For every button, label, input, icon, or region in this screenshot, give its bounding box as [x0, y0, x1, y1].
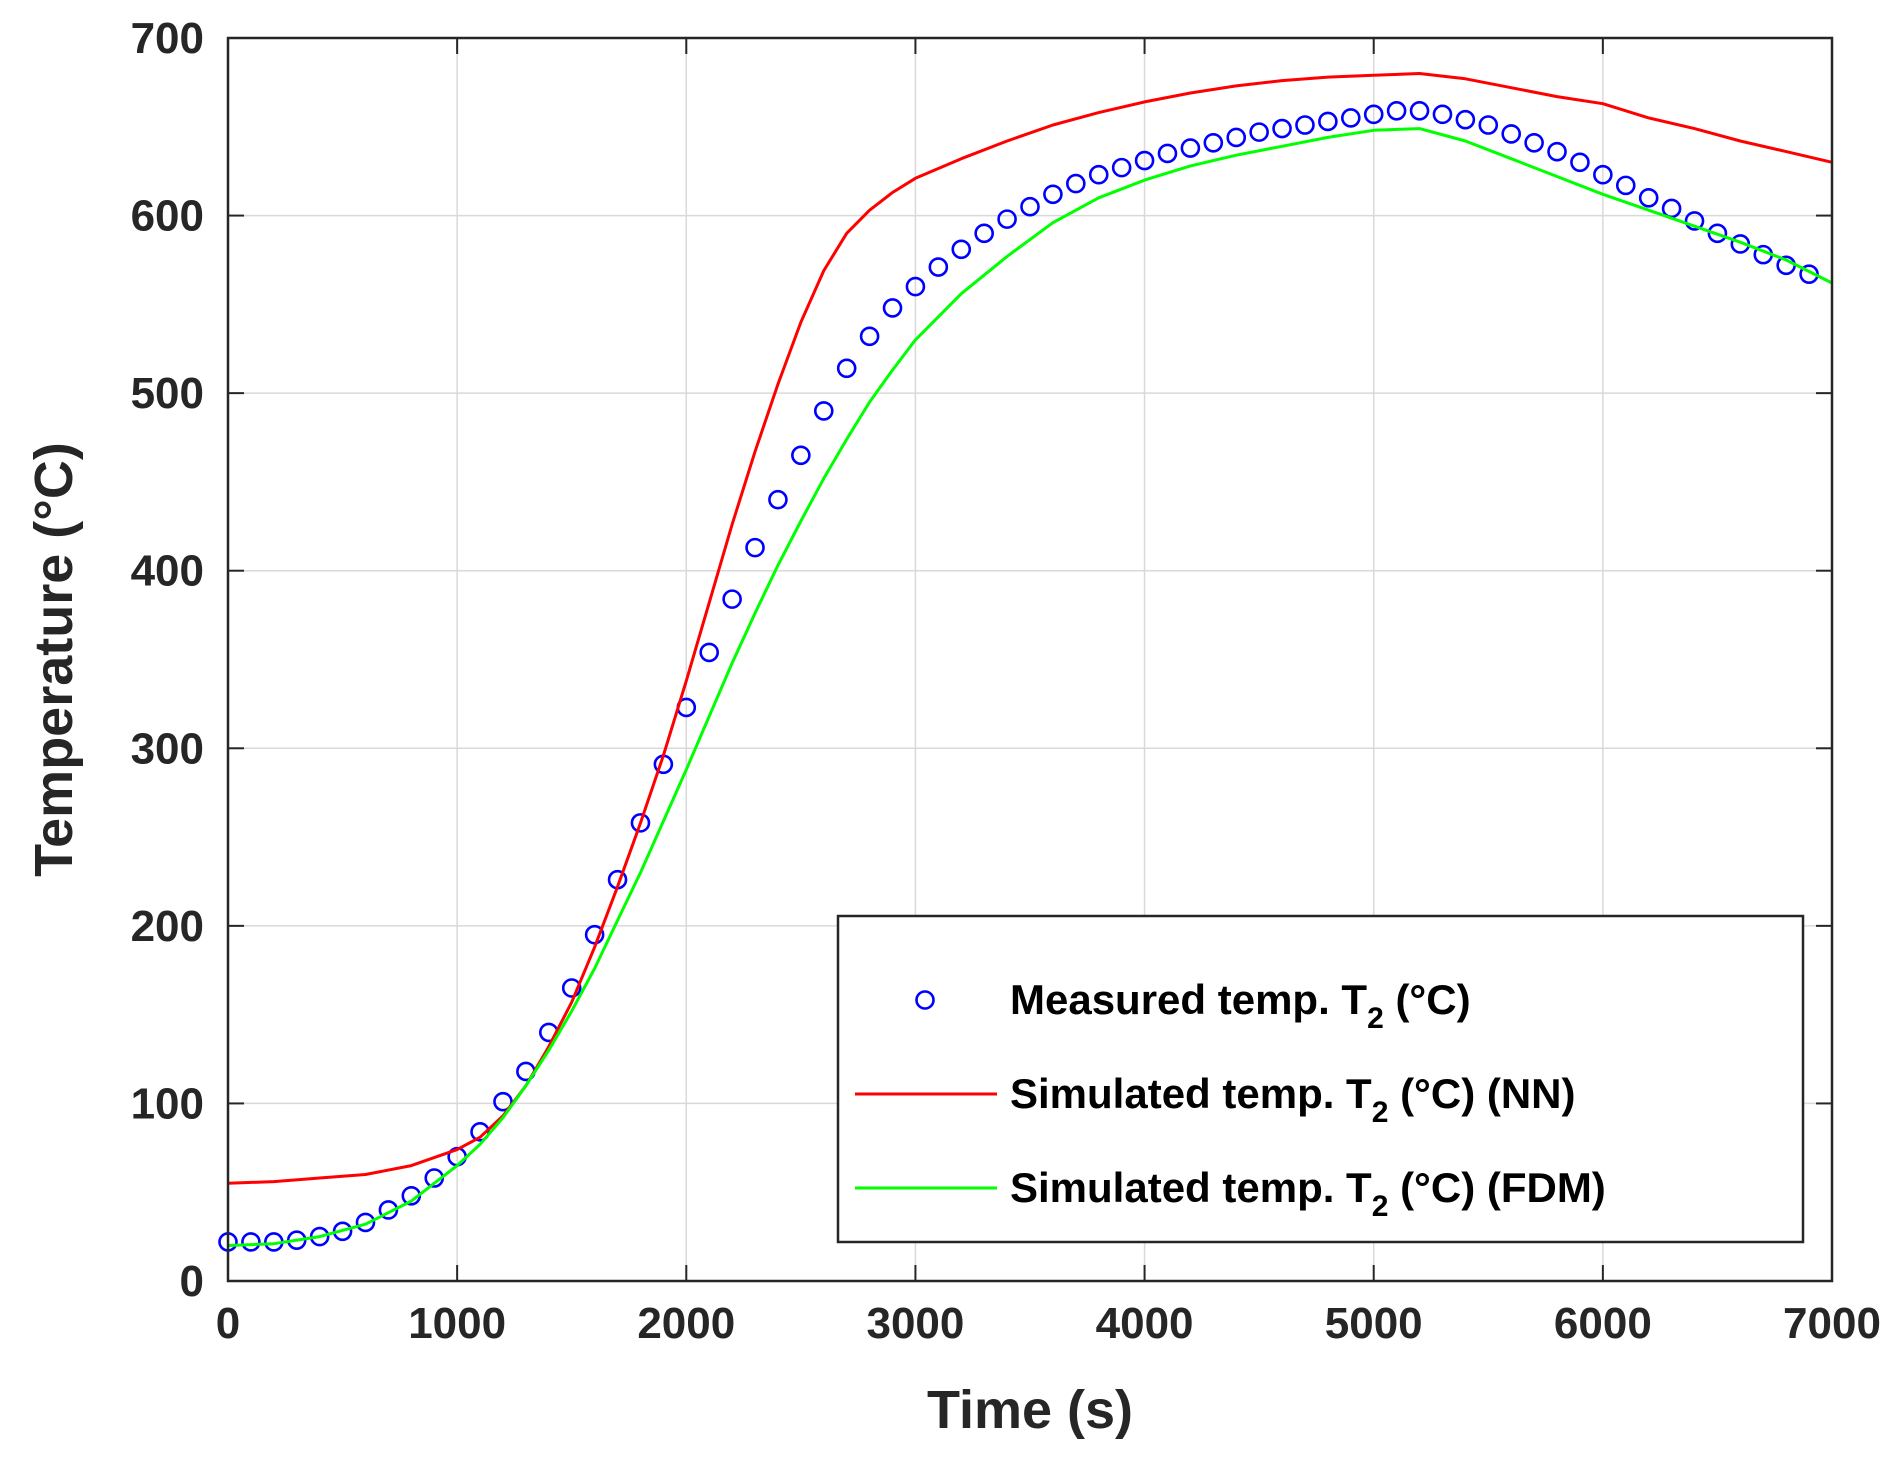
measured-point — [1386, 101, 1407, 121]
measured-point — [951, 239, 972, 260]
y-tick-label: 300 — [131, 724, 204, 773]
measured-point — [1157, 143, 1178, 164]
legend-marker-measured — [915, 990, 935, 1010]
measured-point — [1432, 104, 1453, 125]
measured-point — [699, 642, 720, 663]
measured-point — [1043, 184, 1063, 205]
measured-point — [722, 589, 742, 609]
measured-point — [1501, 124, 1521, 144]
x-tick-label: 1000 — [408, 1299, 506, 1348]
legend-label-main: Simulated temp. T — [1010, 1164, 1372, 1211]
measured-point — [1226, 127, 1247, 148]
y-tick-label: 200 — [131, 902, 204, 951]
legend-label-subscript: 2 — [1372, 1096, 1389, 1129]
measured-point — [1684, 211, 1705, 231]
measured-point — [1203, 132, 1224, 153]
legend-label-tail: (°C) — [1384, 976, 1471, 1023]
measured-point — [1707, 223, 1728, 244]
measured-point — [882, 298, 903, 318]
measured-point — [1615, 175, 1636, 196]
measured-point — [630, 813, 651, 833]
x-tick-label: 7000 — [1783, 1299, 1881, 1348]
measured-point — [561, 978, 582, 998]
x-tick-label: 2000 — [637, 1299, 735, 1348]
legend-label-main: Simulated temp. T — [1010, 1070, 1372, 1117]
legend-label-tail: (°C) (FDM) — [1388, 1164, 1605, 1211]
legend-label-subscript: 2 — [1367, 1002, 1384, 1035]
measured-point — [1066, 173, 1086, 194]
y-axis-title: Temperature (°C) — [24, 442, 84, 877]
measured-point — [355, 1212, 376, 1233]
y-tick-label: 500 — [131, 369, 204, 418]
measured-point — [1570, 152, 1590, 173]
legend-label-subscript: 2 — [1372, 1190, 1389, 1223]
measured-point — [1088, 164, 1109, 185]
measured-point — [1134, 150, 1155, 171]
legend-label: Measured temp. T2 (°C) — [1010, 976, 1471, 1035]
measured-point — [1111, 157, 1132, 178]
x-axis-title: Time (s) — [927, 1380, 1133, 1440]
measured-point — [1455, 109, 1476, 130]
measured-point — [1638, 188, 1659, 208]
measured-point — [1593, 164, 1613, 185]
x-tick-label: 6000 — [1554, 1299, 1652, 1348]
measured-point — [1272, 118, 1292, 139]
fdm-series-line — [227, 127, 1833, 1247]
measured-point — [241, 1232, 261, 1252]
measured-point — [813, 401, 834, 421]
measured-point — [1318, 111, 1338, 132]
y-tick-label: 0 — [180, 1257, 204, 1306]
measured-point — [1547, 141, 1567, 162]
legend-label: Simulated temp. T2 (°C) (FDM) — [1010, 1164, 1606, 1223]
measured-point — [1524, 132, 1544, 153]
measured-point — [1295, 115, 1315, 135]
y-tick-label: 600 — [131, 192, 204, 241]
measured-point — [836, 358, 857, 379]
measured-point — [745, 537, 765, 558]
x-tick-label: 4000 — [1096, 1299, 1194, 1348]
measured-point — [1478, 115, 1499, 135]
measured-point — [997, 209, 1017, 229]
x-tick-label: 3000 — [866, 1299, 964, 1348]
measured-point — [470, 1122, 490, 1142]
x-tick-label: 5000 — [1325, 1299, 1423, 1348]
legend-label-tail: (°C) (NN) — [1388, 1070, 1575, 1117]
measured-point — [768, 489, 788, 510]
y-tick-label: 100 — [131, 1079, 204, 1128]
x-tick-label: 0 — [216, 1299, 240, 1348]
measured-point — [1249, 122, 1269, 142]
measured-point — [1180, 138, 1201, 158]
measured-point — [1363, 104, 1384, 125]
y-tick-label: 400 — [131, 547, 204, 596]
legend: Measured temp. T2 (°C)Simulated temp. T2… — [836, 914, 1805, 1244]
measured-point — [493, 1091, 513, 1112]
series-layer — [218, 72, 1833, 1252]
measured-point — [905, 276, 926, 297]
measured-point — [928, 257, 949, 277]
measured-point — [1341, 108, 1361, 128]
y-tick-label: 700 — [131, 14, 204, 63]
legend-label-main: Measured temp. T — [1010, 976, 1367, 1023]
axis-ticks: 0 1000 2000 3000 4000 5000 6000 7000 0 100 200 300 4… — [131, 14, 1881, 1348]
legend-label: Simulated temp. T2 (°C) (NN) — [1010, 1070, 1575, 1129]
legend-box — [836, 914, 1805, 1244]
measured-point — [1409, 101, 1430, 121]
measured-point — [1020, 196, 1040, 217]
plot-frame — [226, 36, 1834, 1283]
measured-point — [974, 223, 994, 244]
measured-point — [859, 326, 880, 347]
measured-point — [791, 445, 811, 466]
